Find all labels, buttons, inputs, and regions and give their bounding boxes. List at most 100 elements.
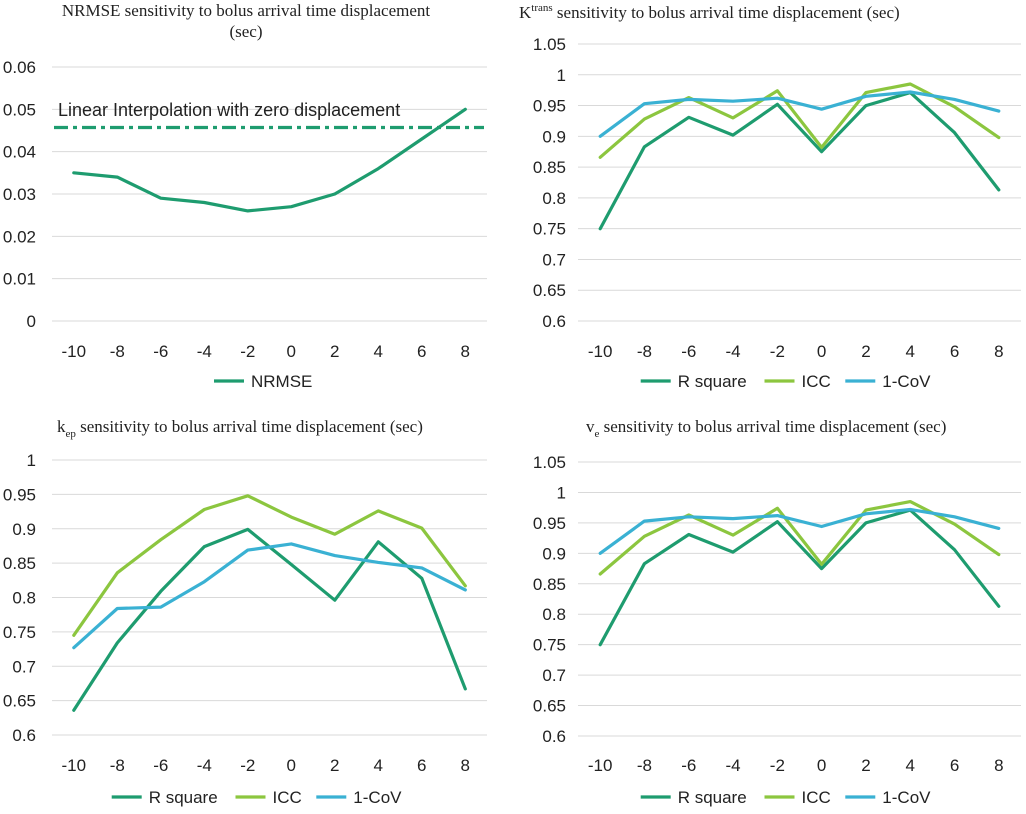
x-tick-label: 2	[330, 756, 339, 775]
x-tick-label: 6	[950, 756, 959, 775]
kep-chart: kep sensitivity to bolus arrival time di…	[0, 407, 513, 814]
legend-label: ICC	[273, 788, 302, 807]
x-tick-label: -8	[637, 756, 652, 775]
y-tick-label: 0.65	[533, 697, 566, 716]
chart-title: ve sensitivity to bolus arrival time dis…	[586, 417, 946, 440]
y-tick-label: 0.6	[542, 727, 566, 746]
chart-title-rest: sensitivity to bolus arrival time displa…	[599, 417, 946, 436]
x-tick-label: 2	[861, 756, 870, 775]
y-tick-label: 1	[27, 451, 36, 470]
legend-label: NRMSE	[251, 372, 312, 391]
y-tick-label: 0.85	[533, 158, 566, 177]
x-tick-label: -4	[725, 756, 740, 775]
legend-label: R square	[678, 788, 747, 807]
y-tick-label: 0.65	[533, 281, 566, 300]
x-tick-label: 4	[906, 342, 915, 361]
x-tick-label: 6	[417, 342, 426, 361]
y-tick-label: 1.05	[533, 35, 566, 54]
x-tick-label: 2	[330, 342, 339, 361]
x-tick-label: 6	[950, 342, 959, 361]
nrmse-chart-panel: NRMSE sensitivity to bolus arrival time …	[0, 0, 513, 407]
chart-title: kep sensitivity to bolus arrival time di…	[57, 417, 423, 440]
x-tick-label: 8	[461, 756, 470, 775]
x-tick-label: -6	[681, 756, 696, 775]
x-tick-label: 8	[461, 342, 470, 361]
x-tick-label: -6	[153, 342, 168, 361]
y-tick-label: 0.9	[12, 520, 36, 539]
x-tick-label: -6	[681, 342, 696, 361]
y-tick-label: 0.01	[3, 270, 36, 289]
y-tick-label: 0.75	[3, 623, 36, 642]
kep-chart-panel: kep sensitivity to bolus arrival time di…	[0, 407, 513, 814]
x-tick-label: 6	[417, 756, 426, 775]
y-tick-label: 0.9	[542, 127, 566, 146]
x-tick-label: 4	[374, 756, 383, 775]
x-tick-label: -2	[770, 756, 785, 775]
x-tick-label: -8	[110, 342, 125, 361]
legend-label: 1-CoV	[882, 788, 931, 807]
y-tick-label: 0.04	[3, 143, 36, 162]
chart-title-rest: sensitivity to bolus arrival time displa…	[76, 417, 423, 436]
y-tick-label: 0.03	[3, 185, 36, 204]
y-tick-label: 0.75	[533, 636, 566, 655]
ktrans-chart: Ktrans sensitivity to bolus arrival time…	[513, 0, 1026, 407]
y-tick-label: 0.75	[533, 220, 566, 239]
y-tick-label: 0.85	[3, 554, 36, 573]
reference-line-label: Linear Interpolation with zero displacem…	[58, 100, 400, 120]
x-tick-label: 0	[817, 342, 826, 361]
x-tick-label: -10	[61, 756, 86, 775]
y-tick-label: 0.9	[542, 544, 566, 563]
x-tick-label: 0	[287, 756, 296, 775]
y-tick-label: 1	[557, 66, 566, 85]
chart-title-line-2: (sec)	[229, 22, 262, 41]
ktrans-chart-panel: Ktrans sensitivity to bolus arrival time…	[513, 0, 1026, 407]
y-tick-label: 0.06	[3, 58, 36, 77]
x-tick-label: -4	[197, 756, 212, 775]
y-tick-label: 0.95	[533, 97, 566, 116]
y-tick-label: 0.7	[542, 250, 566, 269]
x-tick-label: -4	[725, 342, 740, 361]
x-tick-label: -6	[153, 756, 168, 775]
x-tick-label: -10	[61, 342, 86, 361]
y-tick-label: 0.8	[542, 189, 566, 208]
series-line-r-square	[74, 529, 466, 710]
y-tick-label: 0.02	[3, 227, 36, 246]
nrmse-chart: NRMSE sensitivity to bolus arrival time …	[0, 0, 513, 407]
ve-chart: ve sensitivity to bolus arrival time dis…	[513, 407, 1026, 814]
x-tick-label: 2	[861, 342, 870, 361]
series-line-nrmse	[74, 109, 466, 211]
y-tick-label: 0.6	[12, 726, 36, 745]
chart-title-superscript: trans	[531, 2, 552, 14]
y-tick-label: 0	[27, 312, 36, 331]
y-tick-label: 1.05	[533, 453, 566, 472]
x-tick-label: -8	[110, 756, 125, 775]
y-tick-label: 0.65	[3, 692, 36, 711]
y-tick-label: 0.95	[533, 514, 566, 533]
x-tick-label: -10	[588, 756, 613, 775]
chart-title-main: K	[519, 3, 532, 22]
x-tick-label: -4	[197, 342, 212, 361]
y-tick-label: 0.8	[12, 589, 36, 608]
legend-label: 1-CoV	[882, 372, 931, 391]
legend-label: 1-CoV	[353, 788, 402, 807]
legend-label: R square	[678, 372, 747, 391]
y-tick-label: 1	[557, 483, 566, 502]
legend-label: R square	[149, 788, 218, 807]
y-tick-label: 0.8	[542, 605, 566, 624]
y-tick-label: 0.6	[542, 312, 566, 331]
x-tick-label: -8	[637, 342, 652, 361]
x-tick-label: 4	[374, 342, 383, 361]
ve-chart-panel: ve sensitivity to bolus arrival time dis…	[513, 407, 1026, 814]
x-tick-label: 4	[906, 756, 915, 775]
legend-label: ICC	[802, 372, 831, 391]
x-tick-label: -2	[240, 342, 255, 361]
x-tick-label: -2	[770, 342, 785, 361]
x-tick-label: 0	[287, 342, 296, 361]
x-tick-label: -10	[588, 342, 613, 361]
y-tick-label: 0.85	[533, 575, 566, 594]
x-tick-label: 0	[817, 756, 826, 775]
chart-title-subscript: ep	[66, 428, 77, 440]
chart-title-rest: sensitivity to bolus arrival time displa…	[553, 3, 900, 22]
legend-label: ICC	[802, 788, 831, 807]
chart-title-line-1: NRMSE sensitivity to bolus arrival time …	[62, 1, 431, 20]
